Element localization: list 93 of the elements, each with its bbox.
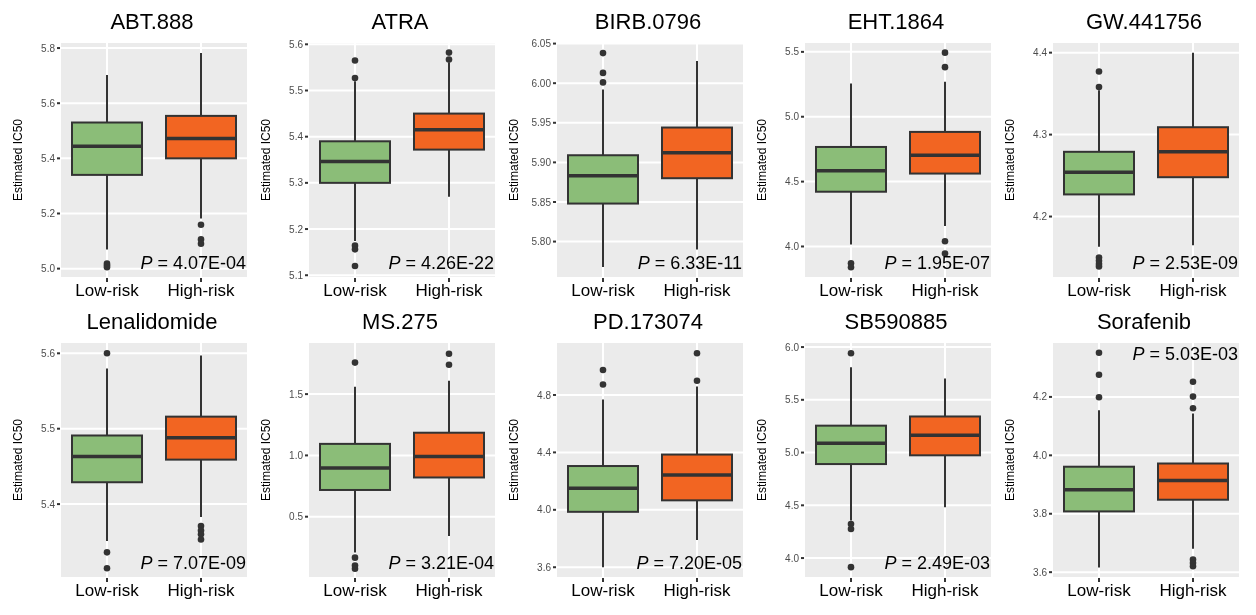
x-tick-label: Low-risk [323, 581, 388, 601]
chart-title: ABT.888 [109, 8, 195, 36]
y-tick-label: 5.2 [41, 208, 56, 220]
x-tick-label: Low-risk [571, 281, 636, 301]
y-tick-label: 3.6 [1033, 566, 1048, 578]
y-tick-label: 5.5 [41, 423, 56, 435]
x-tick-label: Low-risk [1067, 581, 1132, 601]
annotation: P = 7.20E-05 [636, 553, 742, 574]
y-tick-label: 4.2 [1033, 391, 1048, 403]
y-tick-label: 5.4 [41, 152, 56, 164]
y-tick-label: 5.95 [531, 117, 552, 129]
x-tick-label: Low-risk [75, 581, 140, 601]
y-tick-label: 4.4 [1033, 47, 1048, 59]
y-tick-label: 4.5 [785, 499, 800, 511]
y-tick-label: 5.80 [531, 236, 552, 248]
x-tick-label: High-risk [911, 581, 980, 601]
x-tick-label: High-risk [1159, 281, 1228, 301]
y-tick-label: 4.0 [785, 552, 800, 564]
y-tick-label: 5.8 [41, 42, 56, 54]
y-tick-label: 6.00 [531, 77, 552, 89]
y-axis-title: Estimated IC50 [507, 118, 522, 202]
annotation: P = 4.07E-04 [140, 253, 246, 274]
y-tick-label: 4.0 [537, 504, 552, 516]
y-tick-label: 3.8 [1033, 508, 1048, 520]
y-tick-label: 5.90 [531, 156, 552, 168]
y-tick-label: 4.4 [537, 446, 552, 458]
y-tick-label: 5.2 [289, 223, 304, 235]
chart-title: ATRA [370, 8, 430, 36]
y-tick-label: 5.0 [785, 111, 800, 123]
y-axis-title: Estimated IC50 [259, 418, 274, 502]
y-tick-label: 5.5 [785, 46, 800, 58]
y-axis-title: Estimated IC50 [1003, 418, 1018, 502]
y-tick-label: 1.0 [289, 449, 304, 461]
x-tick-label: Low-risk [571, 581, 636, 601]
annotation: P = 6.33E-11 [637, 253, 742, 274]
x-tick-label: High-risk [167, 281, 236, 301]
x-tick-label: Low-risk [819, 581, 884, 601]
y-axis-title: Estimated IC50 [755, 418, 770, 502]
y-axis-title: Estimated IC50 [755, 118, 770, 202]
y-axis-title: Estimated IC50 [259, 118, 274, 202]
chart-title: GW.441756 [1084, 8, 1204, 36]
x-tick-label: High-risk [663, 281, 732, 301]
y-tick-label: 5.6 [41, 347, 56, 359]
x-tick-label: Low-risk [75, 281, 140, 301]
annotation: P = 4.26E-22 [388, 253, 494, 274]
chart-title: Lenalidomide [85, 308, 219, 336]
y-tick-label: 1.5 [289, 388, 304, 400]
y-tick-label: 5.6 [289, 38, 304, 50]
y-tick-label: 5.4 [41, 498, 56, 510]
chart-title: PD.173074 [591, 308, 705, 336]
annotation: P = 2.53E-09 [1132, 253, 1238, 274]
y-tick-label: 4.0 [785, 241, 800, 253]
x-tick-label: High-risk [663, 581, 732, 601]
y-tick-label: 3.6 [537, 561, 552, 573]
annotation: P = 3.21E-04 [388, 553, 494, 574]
chart-title: BIRB.0796 [593, 8, 703, 36]
chart-title: MS.275 [361, 308, 439, 336]
y-axis-title: Estimated IC50 [1003, 118, 1018, 202]
y-tick-label: 5.3 [289, 177, 304, 189]
x-tick-label: Low-risk [819, 281, 884, 301]
annotation: P = 5.03E-03 [1132, 344, 1238, 365]
y-tick-label: 4.8 [537, 389, 552, 401]
y-tick-label: 6.0 [785, 341, 800, 353]
chart-title: SB590885 [843, 308, 949, 336]
annotation: P = 2.49E-03 [884, 553, 990, 574]
y-tick-label: 5.85 [531, 196, 552, 208]
annotation: P = 7.07E-09 [140, 553, 246, 574]
x-tick-label: High-risk [167, 581, 236, 601]
y-tick-label: 4.0 [1033, 449, 1048, 461]
x-tick-label: High-risk [1159, 581, 1228, 601]
y-axis-title: Estimated IC50 [11, 118, 26, 202]
y-axis-title: Estimated IC50 [11, 418, 26, 502]
chart-title: EHT.1864 [846, 8, 946, 36]
y-tick-label: 4.5 [785, 176, 800, 188]
y-tick-label: 5.1 [289, 269, 304, 281]
y-tick-label: 6.05 [531, 38, 552, 50]
x-tick-label: High-risk [911, 281, 980, 301]
x-tick-label: Low-risk [323, 281, 388, 301]
y-tick-label: 4.3 [1033, 129, 1048, 141]
y-tick-label: 5.5 [289, 85, 304, 97]
x-tick-label: High-risk [415, 281, 484, 301]
annotation: P = 1.95E-07 [884, 253, 990, 274]
y-tick-label: 5.6 [41, 97, 56, 109]
y-tick-label: 0.5 [289, 511, 304, 523]
y-tick-label: 5.4 [289, 131, 304, 143]
y-tick-label: 5.5 [785, 394, 800, 406]
x-tick-label: Low-risk [1067, 281, 1132, 301]
y-tick-label: 5.0 [41, 263, 56, 275]
y-tick-label: 4.2 [1033, 211, 1048, 223]
y-tick-label: 5.0 [785, 447, 800, 459]
y-axis-title: Estimated IC50 [507, 418, 522, 502]
chart-title: Sorafenib [1095, 308, 1193, 336]
x-tick-label: High-risk [415, 581, 484, 601]
